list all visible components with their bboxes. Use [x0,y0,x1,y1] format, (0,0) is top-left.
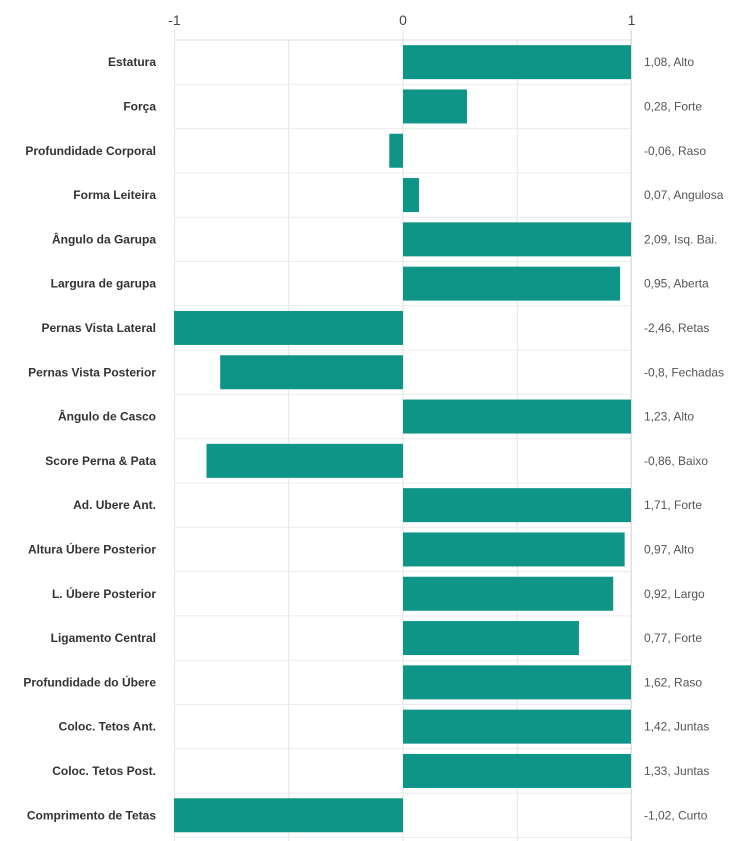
data-label: 0,77, Forte [644,631,702,645]
data-labels: 1,08, Alto 0,28, Forte -0,06, Raso 0,07, An… [644,55,724,822]
data-label: 0,28, Forte [644,99,702,113]
category-label: Forma Leiteira [73,188,156,202]
data-label: -2,46, Retas [644,321,709,335]
bar [220,355,403,390]
bar [174,310,403,345]
bar [403,753,631,788]
category-label: Pernas Vista Lateral [41,321,156,335]
bar [403,89,467,124]
bar [403,576,614,611]
bars [174,45,631,833]
bar [403,532,625,567]
data-label: -0,8, Fechadas [644,365,724,379]
category-label: Pernas Vista Posterior [28,365,156,379]
bar [389,133,403,168]
bar [403,266,621,301]
bar [174,798,403,833]
category-label: Ângulo da Garupa [52,231,156,246]
data-label: 1,23, Alto [644,410,694,424]
data-label: 0,92, Largo [644,587,705,601]
bar [403,665,631,700]
category-labels: Estatura Força Profundidade Corporal Forma … [23,55,156,822]
category-label: Força [123,99,156,113]
bar [206,443,403,478]
data-label: -1,02, Curto [644,808,708,822]
category-label: Ligamento Central [51,631,156,645]
bar [403,621,579,656]
data-label: -0,06, Raso [644,144,706,158]
x-axis-ticks: -2-1012 [168,12,636,28]
category-label: Estatura [108,55,156,69]
data-label: 0,95, Aberta [644,277,709,291]
data-label: 0,07, Angulosa [644,188,724,202]
bar [403,178,419,213]
bar [403,399,631,434]
category-label: Score Perna & Pata [45,454,156,468]
data-label: 1,08, Alto [644,55,694,69]
data-label: 1,71, Forte [644,498,702,512]
x-tick-label: -1 [168,12,181,28]
category-label: Coloc. Tetos Post. [52,764,156,778]
bar [403,709,631,744]
category-label: Coloc. Tetos Ant. [59,720,156,734]
category-label: Altura Úbere Posterior [28,541,156,556]
category-label: Profundidade do Úbere [23,674,156,689]
x-tick-label: 1 [628,12,636,28]
data-label: 2,09, Isq. Bai. [644,232,717,246]
bar [403,488,631,523]
data-label: 1,62, Raso [644,675,702,689]
category-label: Ângulo de Casco [58,409,156,424]
data-label: 1,33, Juntas [644,764,709,778]
category-label: L. Úbere Posterior [52,586,156,601]
bar [403,222,631,257]
category-label: Largura de garupa [51,277,157,291]
bar [403,45,631,80]
data-label: -0,86, Baixo [644,454,708,468]
category-label: Ad. Ubere Ant. [73,498,156,512]
grid [174,30,632,841]
data-label: 1,42, Juntas [644,720,709,734]
data-label: 0,97, Alto [644,542,694,556]
category-label: Comprimento de Tetas [27,808,156,822]
category-label: Profundidade Corporal [25,144,156,158]
x-tick-label: 0 [399,12,407,28]
